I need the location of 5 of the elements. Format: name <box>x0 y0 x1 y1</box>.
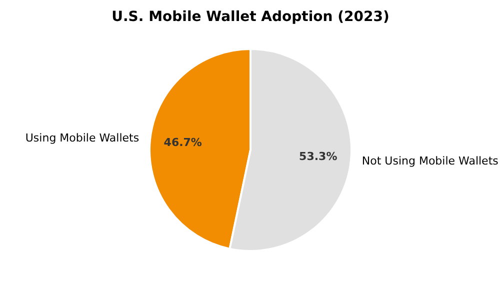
data-label: 46.7% <box>164 136 202 149</box>
slice-label: Using Mobile Wallets <box>25 131 140 144</box>
chart-title: U.S. Mobile Wallet Adoption (2023) <box>112 9 390 25</box>
slice-label: Not Using Mobile Wallets <box>362 154 499 168</box>
data-label: 53.3% <box>299 150 338 164</box>
